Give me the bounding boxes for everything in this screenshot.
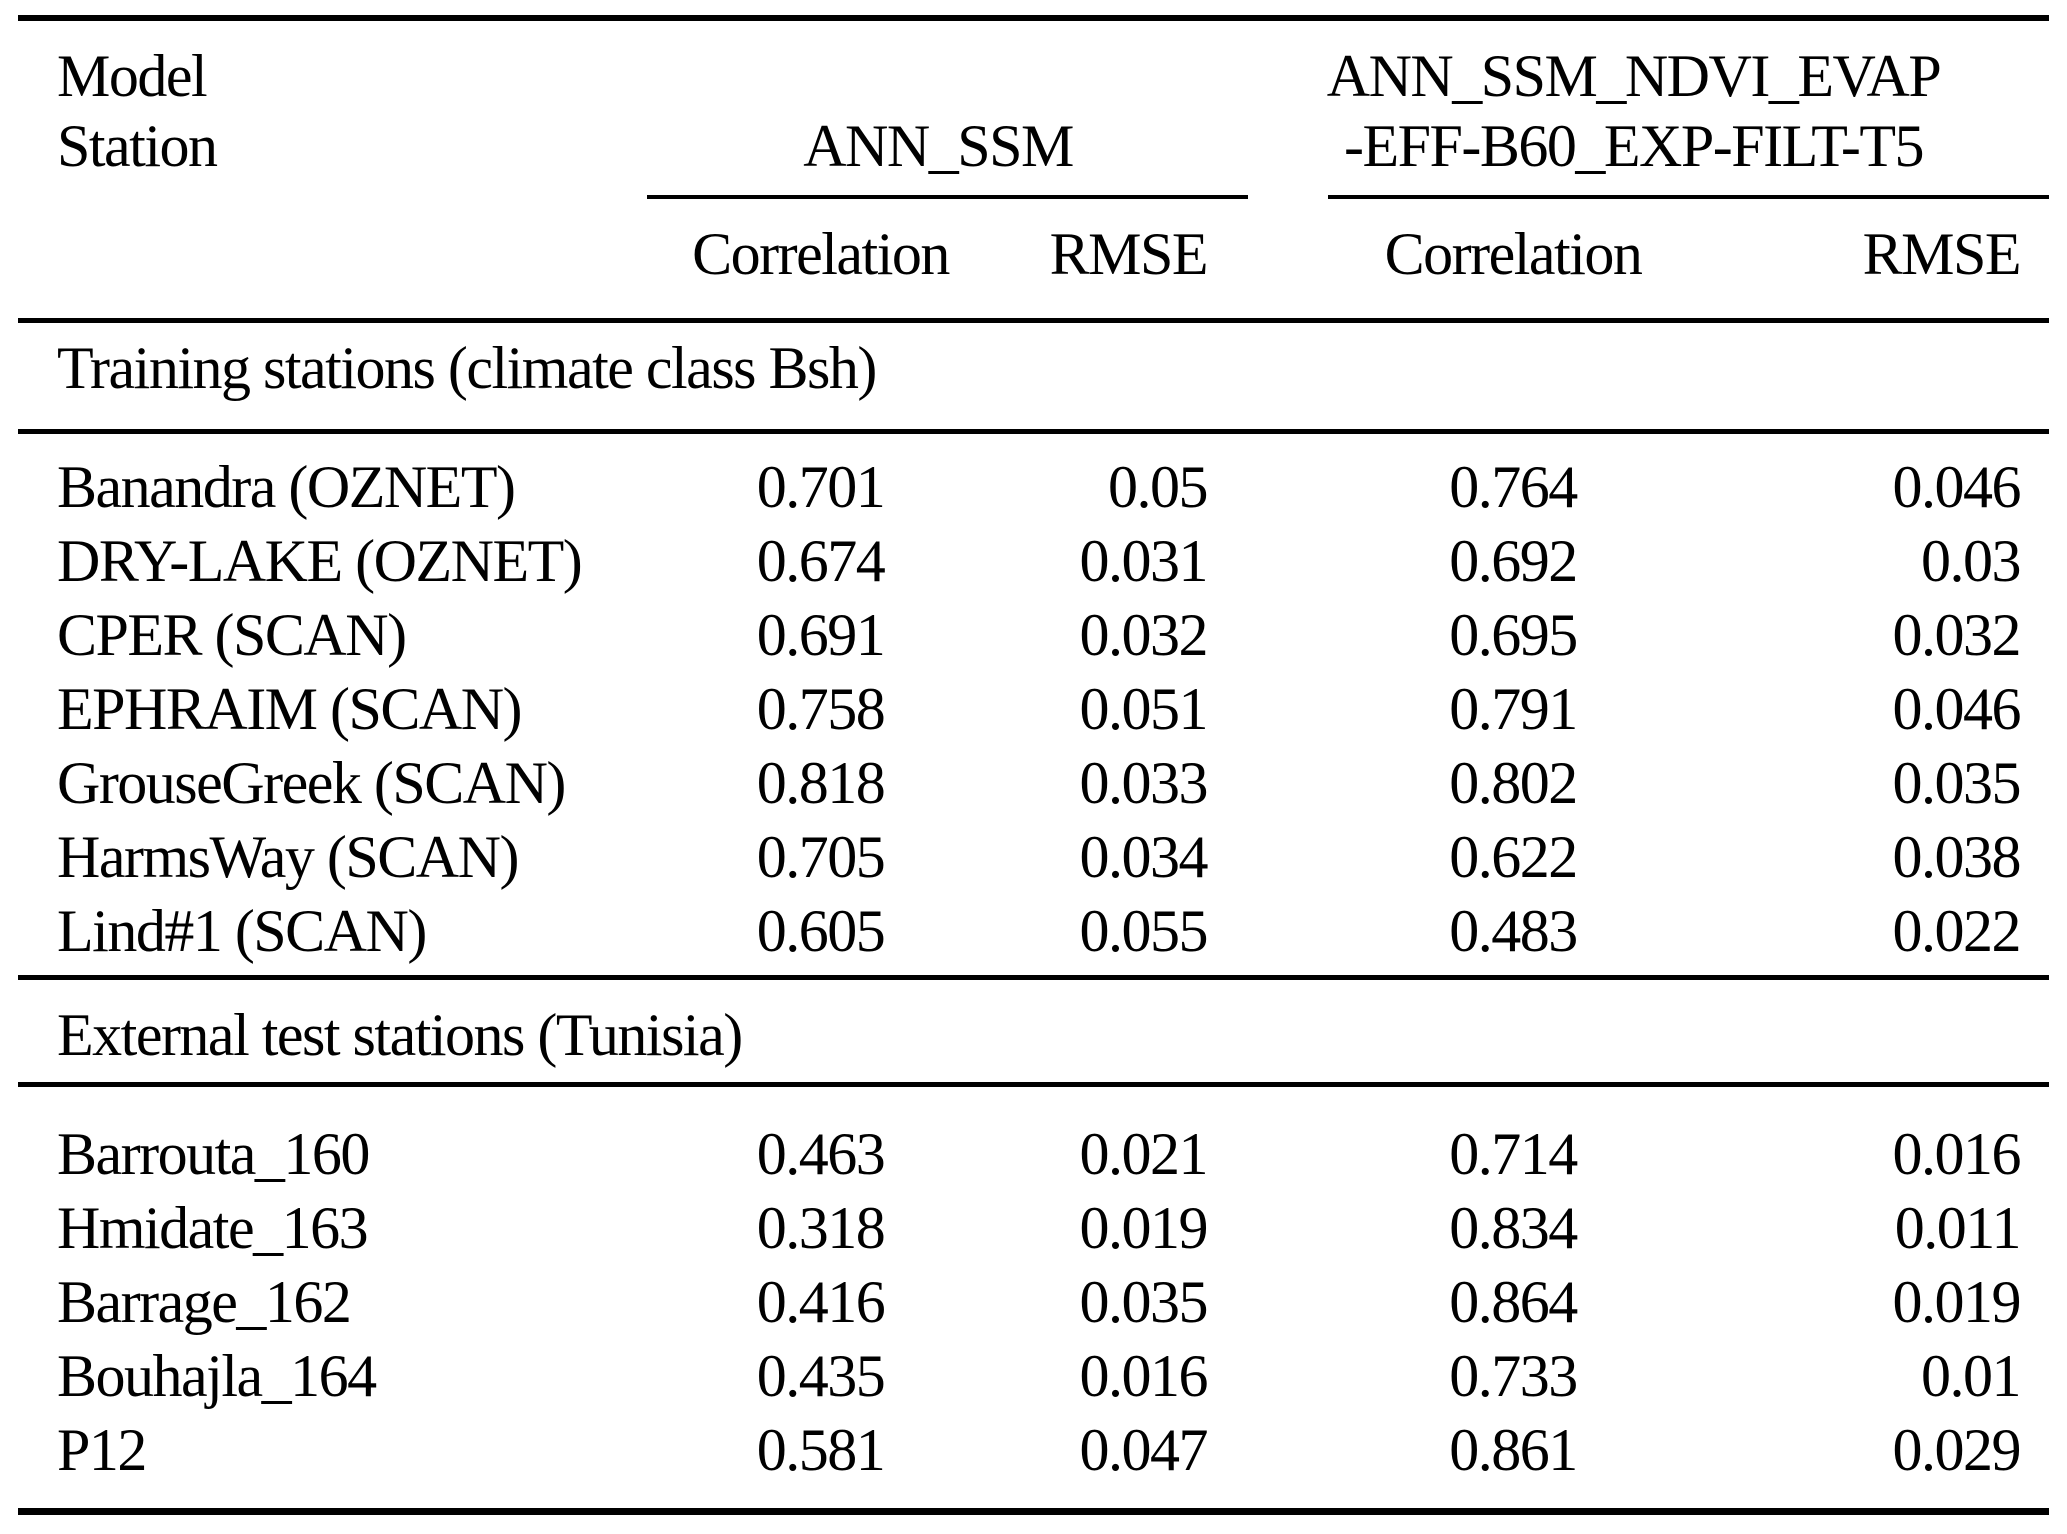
station-name: Barrage_162 [57,1269,352,1335]
station-name: EPHRAIM (SCAN) [57,676,523,742]
station-name: P12 [57,1417,147,1483]
results-table: Model Station ANN_SSM ANN_SSM_NDVI_EVAP … [18,15,2050,1515]
ann-ssm-ndvi-rmse-value: 0.03 [1921,528,2022,594]
rmse-header-2: RMSE [1808,213,2050,323]
model-station-header: Model Station [57,43,218,179]
ann-ssm-ndvi-correlation-value: 0.834 [1449,1195,1578,1261]
ann-ssm-ndvi-correlation-value: 0.692 [1449,528,1578,594]
ann-ssm-correlation-value: 0.463 [756,1121,886,1187]
ann-ssm-correlation-value: 0.416 [756,1269,886,1335]
ann-ssm-ndvi-rmse-value: 0.01 [1921,1343,2022,1409]
ann-ssm-ndvi-rmse-value: 0.046 [1892,676,2022,742]
column-group-rule-right [1328,195,2050,199]
ann-ssm-ndvi-correlation-value: 0.622 [1449,824,1578,890]
ann-ssm-ndvi-rmse-value: 0.016 [1892,1121,2022,1187]
section-title: External test stations (Tunisia) [18,980,2050,1087]
ann-ssm-rmse-value: 0.016 [1079,1343,1209,1409]
correlation-header-1: Correlation [658,213,983,323]
ann-ssm-rmse-value: 0.055 [983,894,1219,980]
table-row: Hmidate_163 0.318 0.019 0.834 0.011 [18,1191,2049,1265]
table-row: CPER (SCAN) 0.691 0.032 0.695 0.032 [18,598,2049,672]
station-name: Bouhajla_164 [57,1343,377,1409]
ann-ssm-rmse-value: 0.051 [1079,676,1209,742]
correlation-header-2: Correlation [1218,213,1809,323]
ann-ssm-ndvi-correlation-value: 0.864 [1449,1269,1578,1335]
table-row: DRY-LAKE (OZNET) 0.674 0.031 0.692 0.03 [18,524,2049,598]
ann-ssm-rmse-value: 0.021 [1079,1121,1209,1187]
ann-ssm-ndvi-correlation-value: 0.861 [1449,1417,1578,1483]
table-row: Bouhajla_164 0.435 0.016 0.733 0.01 [18,1339,2049,1413]
ann-ssm-correlation-value: 0.701 [756,454,886,520]
ann-ssm-ndvi-correlation-value: 0.791 [1449,676,1578,742]
ann-ssm-rmse-value: 0.035 [1079,1269,1209,1335]
ann-ssm-correlation-value: 0.318 [756,1195,886,1261]
ann-ssm-rmse-value: 0.019 [1079,1195,1209,1261]
table-row: Banandra (OZNET) 0.701 0.05 0.764 0.046 [18,434,2049,524]
station-name: DRY-LAKE (OZNET) [57,528,583,594]
ann-ssm-ndvi-rmse-value: 0.038 [1892,824,2022,890]
table-row: EPHRAIM (SCAN) 0.758 0.051 0.791 0.046 [18,672,2049,746]
station-name: Banandra (OZNET) [57,454,516,520]
ann-ssm-ndvi-rmse-value: 0.019 [1892,1269,2022,1335]
column-group-rule-row [18,195,2050,213]
table-row: Barrage_162 0.416 0.035 0.864 0.019 [18,1265,2049,1339]
ann-ssm-correlation-value: 0.605 [658,894,983,980]
rmse-header-1: RMSE [983,213,1219,323]
ann-ssm-ndvi-rmse-value: 0.029 [1892,1417,2022,1483]
model-group-header-ann-ssm-ndvi: ANN_SSM_NDVI_EVAP -EFF-B60_EXP-FILT-T5 [1326,43,1942,179]
ann-ssm-rmse-value: 0.047 [1079,1417,1209,1483]
table-header-row: Model Station ANN_SSM ANN_SSM_NDVI_EVAP … [18,21,2049,195]
ann-ssm-rmse-value: 0.05 [1108,454,1209,520]
ann-ssm-correlation-value: 0.581 [756,1417,886,1483]
table-row: P12 0.581 0.047 0.861 0.029 [18,1413,2049,1508]
ann-ssm-ndvi-correlation-value: 0.695 [1449,602,1578,668]
ann-ssm-rmse-value: 0.032 [1079,602,1209,668]
ann-ssm-ndvi-rmse-value: 0.011 [1894,1195,2022,1261]
table-row: GrouseGreek (SCAN) 0.818 0.033 0.802 0.0… [18,746,2049,820]
ann-ssm-rmse-value: 0.034 [1079,824,1209,890]
section-header-training: Training stations (climate class Bsh) [18,323,2050,434]
table-row: Barrouta_160 0.463 0.021 0.714 0.016 [18,1087,2049,1191]
ann-ssm-correlation-value: 0.435 [756,1343,886,1409]
ann-ssm-ndvi-correlation-value: 0.714 [1449,1121,1578,1187]
subheader-row: Correlation RMSE Correlation RMSE [18,213,2050,323]
ann-ssm-rmse-value: 0.031 [1079,528,1209,594]
station-name: CPER (SCAN) [57,602,407,668]
ann-ssm-ndvi-correlation-value: 0.764 [1449,454,1578,520]
ann-ssm-ndvi-correlation-value: 0.802 [1449,750,1578,816]
station-name: Lind#1 (SCAN) [18,894,658,980]
station-name: HarmsWay (SCAN) [57,824,519,890]
ann-ssm-correlation-value: 0.674 [756,528,886,594]
station-name: Hmidate_163 [57,1195,369,1261]
ann-ssm-ndvi-rmse-value: 0.046 [1892,454,2022,520]
ann-ssm-ndvi-correlation-value: 0.733 [1449,1343,1578,1409]
ann-ssm-rmse-value: 0.033 [1079,750,1209,816]
station-name: GrouseGreek (SCAN) [57,750,566,816]
section-header-external: External test stations (Tunisia) [18,980,2050,1087]
section-title: Training stations (climate class Bsh) [18,323,2050,434]
ann-ssm-ndvi-correlation-value: 0.483 [1218,894,1809,980]
model-group-header-ann-ssm: ANN_SSM [803,113,1074,179]
ann-ssm-correlation-value: 0.818 [756,750,886,816]
station-name: Barrouta_160 [57,1121,370,1187]
ann-ssm-correlation-value: 0.758 [756,676,886,742]
table-row: HarmsWay (SCAN) 0.705 0.034 0.622 0.038 [18,820,2049,894]
ann-ssm-ndvi-rmse-value: 0.022 [1808,894,2050,980]
column-group-rule-left [647,195,1249,199]
table-row: Lind#1 (SCAN) 0.605 0.055 0.483 0.022 [18,894,2050,980]
ann-ssm-correlation-value: 0.705 [756,824,886,890]
ann-ssm-ndvi-rmse-value: 0.032 [1892,602,2022,668]
ann-ssm-correlation-value: 0.691 [756,602,886,668]
ann-ssm-ndvi-rmse-value: 0.035 [1892,750,2022,816]
